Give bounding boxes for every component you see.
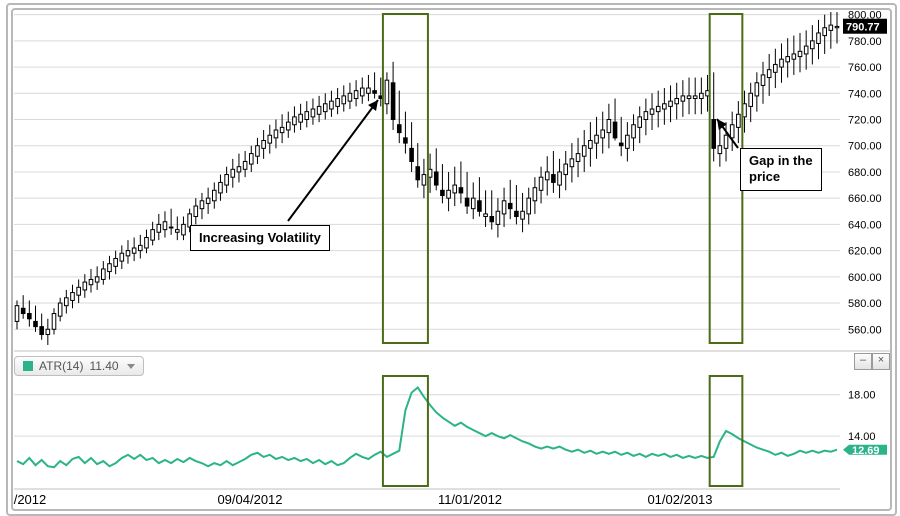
annotation-text: Gap in the xyxy=(749,153,813,168)
atr-indicator-value: 11.40 xyxy=(89,359,118,373)
inner-frame xyxy=(11,8,892,511)
atr-indicator-selector[interactable]: ATR(14) 11.40 xyxy=(14,356,144,376)
annotation-text: Increasing Volatility xyxy=(199,230,321,245)
panel-close-button[interactable]: × xyxy=(872,353,890,370)
annotation-text: price xyxy=(749,169,780,184)
panel-minimize-button[interactable]: – xyxy=(854,353,872,370)
annotation-increasing-volatility: Increasing Volatility xyxy=(190,225,330,251)
atr-color-swatch xyxy=(23,361,33,371)
atr-indicator-label: ATR(14) xyxy=(39,359,83,373)
chevron-down-icon xyxy=(127,364,135,369)
annotation-gap-in-price: Gap in theprice xyxy=(740,148,822,191)
